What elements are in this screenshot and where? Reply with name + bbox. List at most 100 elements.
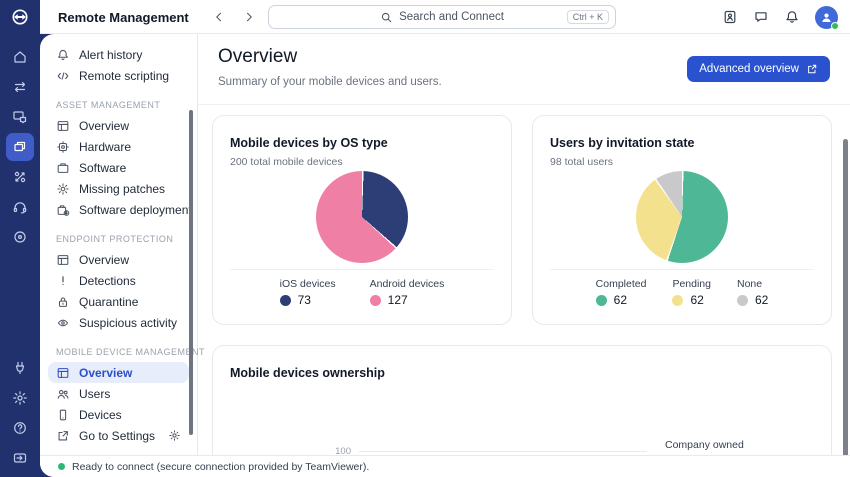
teamviewer-logo-icon [9,6,31,28]
sidebar-section-title: MOBILE DEVICE MANAGEMENT [56,347,206,357]
sidebar-item-software[interactable]: Software [48,157,189,178]
remote-management-icon[interactable] [6,133,34,161]
contacts-icon[interactable] [722,9,738,25]
advanced-overview-label: Advanced overview [699,63,799,75]
monitoring-icon[interactable] [6,223,34,251]
help-icon[interactable] [6,414,34,442]
legend-value-link[interactable]: 73 [279,293,336,307]
legend-value-link[interactable]: 62 [672,293,711,307]
sidebar-item-go-to-settings[interactable]: Go to Settings [48,425,189,446]
ready-status-dot [58,463,65,470]
left-rail [0,0,40,477]
sidebar-item-label: Overview [79,365,133,380]
presence-dot [831,21,839,30]
teamviewer-logo[interactable] [0,0,40,34]
external-link-icon [56,429,70,443]
search-placeholder: Search and Connect [399,11,504,23]
sidebar-item-missing-patches[interactable]: Missing patches [48,178,189,199]
sidebar-item-users[interactable]: Users [48,383,189,404]
page-subtitle: Summary of your mobile devices and users… [218,76,442,88]
sidebar-item-label: Devices [79,407,122,422]
settings-icon[interactable] [6,384,34,412]
search-shortcut-badge: Ctrl + K [566,10,609,24]
deployment-icon [56,203,70,217]
card-mobile-devices-ownership: Mobile devices ownership 100 80 Company … [212,345,832,455]
nav-forward-button[interactable] [240,8,258,26]
smartphone-icon [56,408,70,422]
remote-support-icon[interactable] [6,103,34,131]
assist-icon[interactable] [6,193,34,221]
legend-value-link[interactable]: 62 [595,293,647,307]
exit-icon[interactable] [6,444,34,472]
sidebar-item-mdm-overview[interactable]: Overview [48,362,189,383]
user-avatar[interactable] [815,5,839,30]
search-icon [380,11,393,24]
advanced-overview-button[interactable]: Advanced overview [687,56,830,82]
card-divider [230,269,494,270]
legend-value: 12 [683,454,696,455]
legend-label: None [736,278,763,290]
legend-item-pending: Pending 62 [672,278,711,307]
sidebar-item-label: Missing patches [79,181,166,196]
sidebar-item-suspicious-activity[interactable]: Suspicious activity [48,312,189,333]
sidebar-item-software-deployment[interactable]: Software deployment [48,199,192,220]
sidebar-item-label: Software deployment [79,202,192,217]
sidebar-item-label: Suspicious activity [79,315,178,330]
nav-back-button[interactable] [210,8,228,26]
legend-item-android: Android devices 127 [369,278,445,307]
legend-dot [736,294,748,306]
cpu-icon [56,140,70,154]
sidebar-item-label: Detections [79,273,136,288]
detections-icon [56,274,70,288]
sidebar-scrollbar[interactable] [189,110,193,435]
home-icon[interactable] [6,43,34,71]
settings-gear-icon[interactable] [168,429,181,442]
card-title: Mobile devices by OS type [230,136,388,150]
sidebar-item-detections[interactable]: Detections [48,270,189,291]
legend-value-link[interactable]: 62 [736,293,768,307]
suspicious-activity-icon [56,316,70,330]
sidebar-item-alert-history[interactable]: Alert history [48,44,189,65]
software-box-icon [56,161,70,175]
legend-value-link[interactable]: 12 [665,454,744,455]
legend-value-link[interactable]: 127 [369,293,445,307]
legend-label: Completed [595,278,647,290]
sessions-icon[interactable] [6,73,34,101]
sidebar-item-devices[interactable]: Devices [48,404,189,425]
content-shell: Alert history Remote scripting ASSET MAN… [40,34,850,477]
card-subtitle: 98 total users [550,156,614,168]
legend-item-ios: iOS devices 73 [279,278,336,307]
users-icon [56,387,70,401]
card-title: Users by invitation state [550,136,695,150]
header-divider [198,104,850,105]
sidebar-section-title: ENDPOINT PROTECTION [56,234,174,244]
search-input[interactable]: Search and Connect Ctrl + K [268,5,616,29]
sidebar-item-remote-scripting[interactable]: Remote scripting [48,65,189,86]
connectors-icon[interactable] [6,354,34,382]
sidebar-item-hardware[interactable]: Hardware [48,136,189,157]
chat-icon[interactable] [753,9,769,25]
sidebar-item-asset-overview[interactable]: Overview [48,115,189,136]
os-type-pie-chart [316,171,408,263]
sidebar-item-label: Hardware [79,139,132,154]
sidebar-section-title: ASSET MANAGEMENT [56,100,161,110]
sidebar-item-label: Overview [79,252,130,267]
workflows-icon[interactable] [6,163,34,191]
legend-label: Company owned [665,439,744,451]
main-scrollbar[interactable] [843,139,848,455]
sidebar-item-ep-overview[interactable]: Overview [48,249,189,270]
overview-grid-icon [56,119,70,133]
sidebar-item-label: Go to Settings [79,428,156,443]
quarantine-lock-icon [56,295,70,309]
legend-label: iOS devices [279,278,336,290]
legend-item-none: None 62 [736,278,768,307]
sidebar-item-quarantine[interactable]: Quarantine [48,291,189,312]
card-divider [550,269,814,270]
card-mobile-devices-by-os: Mobile devices by OS type 200 total mobi… [212,115,512,325]
sidebar: Alert history Remote scripting ASSET MAN… [40,34,206,455]
patches-icon [56,182,70,196]
sidebar-item-label: Overview [79,118,130,133]
legend-item-completed: Completed 62 [595,278,647,307]
open-external-icon [806,63,818,75]
notifications-icon[interactable] [784,9,800,25]
